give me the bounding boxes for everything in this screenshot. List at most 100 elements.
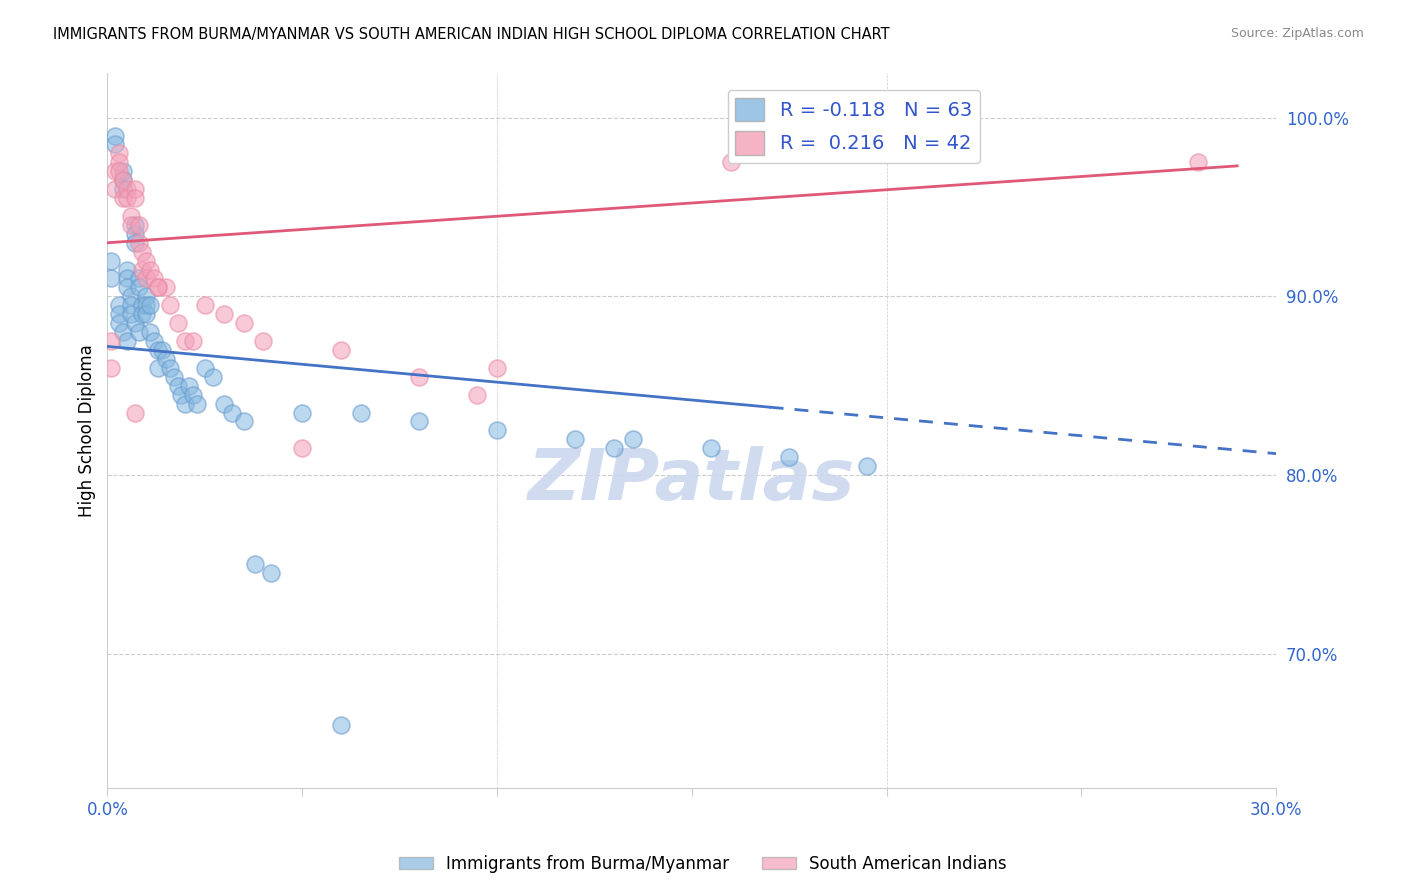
- Point: [115, 334, 138, 348]
- Point: [104, 137, 127, 152]
- Point: [232, 316, 254, 330]
- Point: [143, 334, 166, 348]
- Legend: R = -0.118   N = 63, R =  0.216   N = 42: R = -0.118 N = 63, R = 0.216 N = 42: [727, 90, 980, 162]
- Point: [408, 369, 430, 384]
- Point: [159, 298, 181, 312]
- Point: [108, 146, 131, 161]
- Point: [108, 307, 131, 321]
- Point: [146, 343, 169, 357]
- Point: [120, 209, 142, 223]
- Point: [128, 325, 150, 339]
- Point: [212, 396, 235, 410]
- Point: [162, 369, 184, 384]
- Point: [111, 325, 134, 339]
- Point: [108, 316, 131, 330]
- Point: [174, 334, 197, 348]
- Point: [120, 289, 142, 303]
- Point: [115, 182, 138, 196]
- Point: [291, 405, 314, 419]
- Point: [124, 235, 146, 250]
- Point: [131, 244, 153, 259]
- Point: [100, 253, 122, 268]
- Point: [128, 271, 150, 285]
- Point: [291, 442, 314, 456]
- Point: [131, 307, 153, 321]
- Point: [124, 191, 146, 205]
- Point: [111, 191, 134, 205]
- Point: [104, 128, 127, 143]
- Point: [166, 378, 188, 392]
- Point: [108, 155, 131, 169]
- Point: [146, 280, 169, 294]
- Point: [155, 280, 177, 294]
- Point: [128, 280, 150, 294]
- Point: [128, 235, 150, 250]
- Point: [778, 450, 800, 465]
- Point: [720, 155, 742, 169]
- Point: [100, 271, 122, 285]
- Point: [124, 218, 146, 232]
- Point: [146, 360, 169, 375]
- Text: ZIPatlas: ZIPatlas: [529, 446, 855, 515]
- Point: [212, 307, 235, 321]
- Point: [143, 271, 166, 285]
- Point: [100, 360, 122, 375]
- Point: [111, 173, 134, 187]
- Point: [135, 307, 157, 321]
- Point: [115, 262, 138, 277]
- Point: [181, 387, 204, 401]
- Point: [159, 360, 181, 375]
- Point: [139, 298, 162, 312]
- Point: [104, 182, 127, 196]
- Point: [111, 182, 134, 196]
- Point: [115, 191, 138, 205]
- Point: [349, 405, 371, 419]
- Point: [621, 433, 644, 447]
- Point: [120, 307, 142, 321]
- Point: [139, 262, 162, 277]
- Point: [135, 289, 157, 303]
- Point: [124, 405, 146, 419]
- Point: [124, 227, 146, 241]
- Point: [124, 182, 146, 196]
- Point: [135, 271, 157, 285]
- Point: [146, 280, 169, 294]
- Point: [174, 396, 197, 410]
- Point: [135, 253, 157, 268]
- Point: [124, 316, 146, 330]
- Point: [485, 424, 508, 438]
- Point: [181, 334, 204, 348]
- Point: [201, 369, 224, 384]
- Point: [221, 405, 243, 419]
- Point: [170, 387, 193, 401]
- Point: [245, 558, 267, 572]
- Point: [131, 298, 153, 312]
- Point: [131, 262, 153, 277]
- Point: [155, 351, 177, 366]
- Legend: Immigrants from Burma/Myanmar, South American Indians: Immigrants from Burma/Myanmar, South Ame…: [392, 848, 1014, 880]
- Point: [166, 316, 188, 330]
- Point: [603, 442, 626, 456]
- Point: [120, 218, 142, 232]
- Point: [1187, 155, 1209, 169]
- Point: [139, 325, 162, 339]
- Point: [252, 334, 274, 348]
- Point: [100, 334, 122, 348]
- Y-axis label: High School Diploma: High School Diploma: [79, 344, 96, 516]
- Text: IMMIGRANTS FROM BURMA/MYANMAR VS SOUTH AMERICAN INDIAN HIGH SCHOOL DIPLOMA CORRE: IMMIGRANTS FROM BURMA/MYANMAR VS SOUTH A…: [53, 27, 890, 42]
- Point: [111, 173, 134, 187]
- Point: [128, 218, 150, 232]
- Point: [115, 271, 138, 285]
- Point: [232, 414, 254, 428]
- Point: [104, 164, 127, 178]
- Point: [467, 387, 489, 401]
- Point: [108, 164, 131, 178]
- Point: [564, 433, 586, 447]
- Point: [108, 298, 131, 312]
- Point: [856, 459, 879, 474]
- Text: Source: ZipAtlas.com: Source: ZipAtlas.com: [1230, 27, 1364, 40]
- Point: [135, 298, 157, 312]
- Point: [700, 442, 723, 456]
- Point: [179, 378, 201, 392]
- Point: [408, 414, 430, 428]
